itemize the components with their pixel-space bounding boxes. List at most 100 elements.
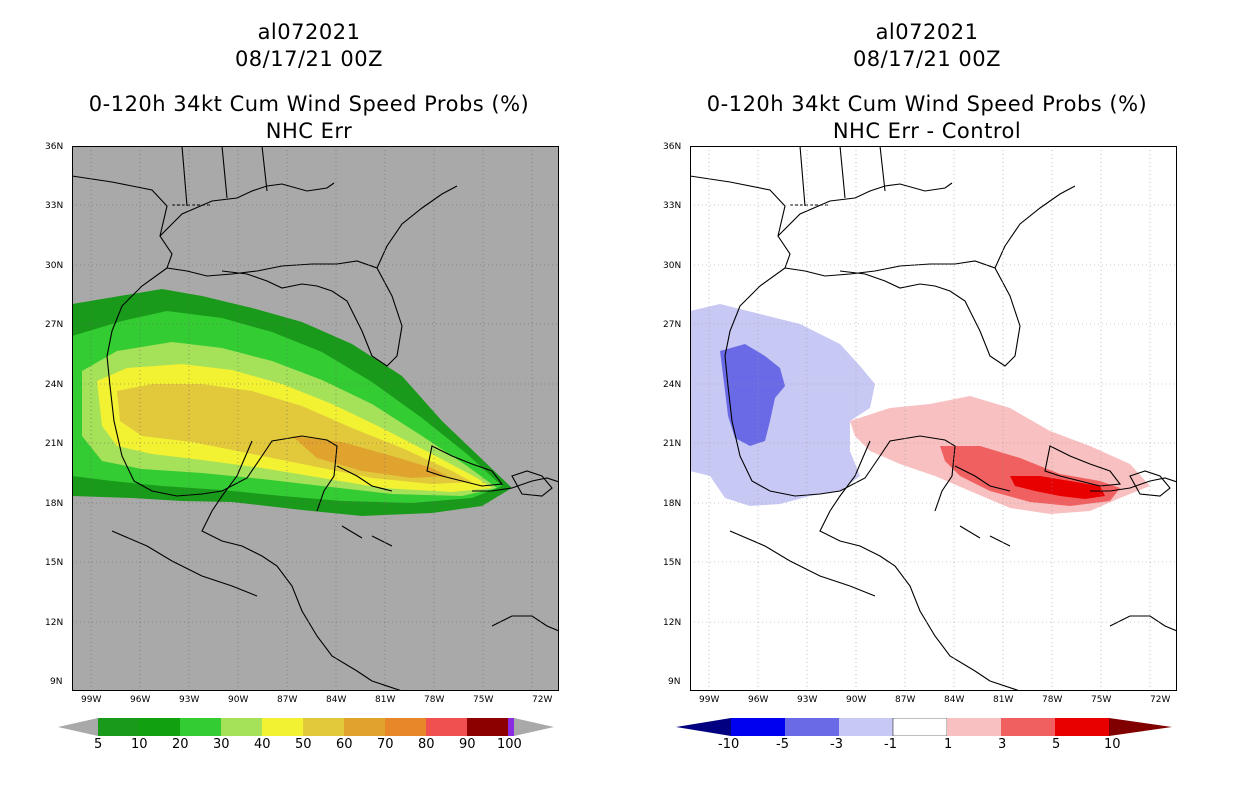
colorbar-swatch — [1055, 718, 1109, 736]
colorbar-label: 90 — [459, 737, 476, 752]
colorbar — [676, 718, 1172, 736]
colorbar-arrow-right — [1109, 718, 1172, 736]
lat-label: 21N — [45, 439, 64, 449]
lon-label: 99W — [699, 695, 720, 705]
contour-50 — [292, 436, 447, 478]
colorbar-label: 10 — [1104, 737, 1121, 752]
datetime-title: 08/17/21 00Z — [234, 47, 384, 71]
colorbar-swatch — [508, 718, 514, 736]
right-panel: al072021 08/17/21 00Z 0-120h 34kt Cum Wi… — [618, 0, 1236, 800]
colorbar-label: 80 — [418, 737, 435, 752]
colorbar-swatch — [1001, 718, 1055, 736]
probability-map — [72, 146, 559, 691]
lon-label: 81W — [375, 695, 396, 705]
lon-label: 96W — [748, 695, 769, 705]
lon-label: 90W — [846, 695, 867, 705]
colorbar-swatch — [98, 718, 139, 736]
colorbar-label: -1 — [884, 737, 897, 752]
contour-minus-3 — [720, 344, 785, 446]
subtitle: NHC Err - Control — [832, 119, 1022, 143]
colorbar-swatch — [262, 718, 303, 736]
map-frame — [690, 146, 1177, 691]
lat-label: 15N — [663, 558, 682, 568]
lat-label: 27N — [663, 320, 682, 330]
colorbar — [58, 718, 554, 736]
colorbar-label: 5 — [94, 737, 103, 752]
lat-label: 27N — [45, 320, 64, 330]
colorbar-swatch — [385, 718, 426, 736]
lat-label: 36N — [663, 142, 682, 152]
colorbar-label: 30 — [213, 737, 230, 752]
colorbar-arrow-left — [676, 718, 731, 736]
left-panel: al072021 08/17/21 00Z 0-120h 34kt Cum Wi… — [45, 20, 559, 752]
lon-label: 75W — [1091, 695, 1112, 705]
storm-id-title: al072021 — [875, 20, 979, 44]
lat-label: 30N — [45, 261, 64, 271]
colorbar-swatch — [731, 718, 785, 736]
lat-label: 30N — [663, 261, 682, 271]
gridlines — [690, 146, 1177, 691]
lat-label: 12N — [45, 618, 64, 628]
colorbar-label: 3 — [998, 737, 1007, 752]
lat-label: 15N — [45, 558, 64, 568]
lat-label: 12N — [663, 618, 682, 628]
colorbar-swatch — [221, 718, 262, 736]
colorbar-label: 20 — [172, 737, 189, 752]
colorbar-swatch — [467, 718, 508, 736]
lon-label: 93W — [179, 695, 200, 705]
colorbar-swatch — [139, 718, 180, 736]
colorbar-label: -3 — [830, 737, 843, 752]
lon-label: 75W — [473, 695, 494, 705]
colorbar-swatch — [839, 718, 893, 736]
colorbar-label: 60 — [336, 737, 353, 752]
lat-label: 24N — [45, 380, 64, 390]
colorbar-swatch — [426, 718, 467, 736]
colorbar-swatch — [892, 718, 948, 736]
lon-label: 93W — [797, 695, 818, 705]
colorbar-label: -5 — [776, 737, 789, 752]
colorbar-swatch — [344, 718, 385, 736]
colorbar-label: -10 — [718, 737, 740, 752]
colorbar-label: 5 — [1052, 737, 1061, 752]
product-title: 0-120h 34kt Cum Wind Speed Probs (%) — [706, 92, 1148, 116]
colorbar-label: 50 — [295, 737, 312, 752]
lat-label: 18N — [663, 499, 682, 509]
colorbar-swatch — [785, 718, 839, 736]
lat-label: 9N — [50, 677, 63, 687]
lon-label: 78W — [1042, 695, 1063, 705]
subtitle: NHC Err — [265, 119, 353, 143]
lon-label: 81W — [993, 695, 1014, 705]
product-title: 0-120h 34kt Cum Wind Speed Probs (%) — [88, 92, 530, 116]
lon-label: 78W — [424, 695, 445, 705]
lat-label: 33N — [663, 201, 682, 211]
lat-label: 21N — [663, 439, 682, 449]
lat-label: 18N — [45, 499, 64, 509]
lon-label: 87W — [277, 695, 298, 705]
gridlines — [72, 146, 559, 691]
lat-label: 36N — [45, 142, 64, 152]
lat-label: 24N — [663, 380, 682, 390]
lat-label: 33N — [45, 201, 64, 211]
lat-label: 9N — [668, 677, 681, 687]
colorbar-swatch — [303, 718, 344, 736]
lon-label: 84W — [944, 695, 965, 705]
coastlines — [72, 146, 559, 691]
colorbar-label: 1 — [944, 737, 953, 752]
colorbar-arrow-left — [58, 718, 98, 736]
lon-label: 72W — [1150, 695, 1171, 705]
colorbar-swatch — [947, 718, 1001, 736]
lon-label: 99W — [81, 695, 102, 705]
lon-label: 87W — [895, 695, 916, 705]
colorbar-swatch — [180, 718, 221, 736]
coastlines — [690, 146, 1177, 691]
lon-label: 72W — [532, 695, 553, 705]
map-frame — [72, 146, 559, 691]
storm-id-title: al072021 — [257, 20, 361, 44]
colorbar-label: 100 — [497, 737, 522, 752]
difference-map — [690, 146, 1177, 691]
datetime-title: 08/17/21 00Z — [852, 47, 1002, 71]
colorbar-arrow-right — [514, 718, 554, 736]
lon-label: 96W — [130, 695, 151, 705]
lon-label: 90W — [228, 695, 249, 705]
colorbar-label: 70 — [377, 737, 394, 752]
